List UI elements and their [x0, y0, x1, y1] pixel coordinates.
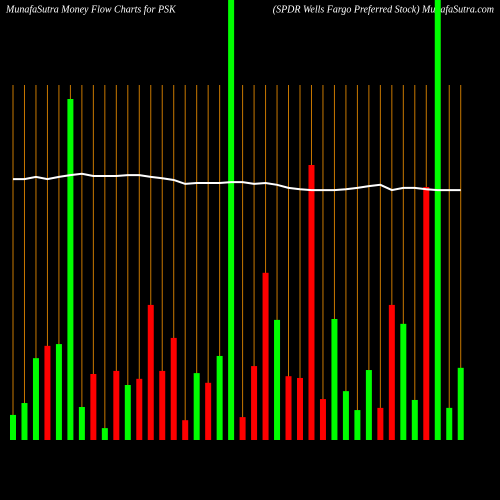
bar: [182, 420, 189, 440]
bar: [113, 370, 120, 440]
bar: [216, 355, 223, 440]
bar: [251, 366, 258, 440]
bar: [308, 165, 315, 440]
bar: [446, 407, 453, 440]
bar: [10, 414, 16, 440]
bar: [331, 319, 338, 440]
bar: [285, 376, 292, 440]
bar: [434, 0, 441, 440]
bar: [457, 367, 464, 440]
chart-title: MunafaSutra Money Flow Charts for PSK: [5, 4, 177, 15]
chart-subtitle: (SPDR Wells Fargo Preferred Stock) Munaf…: [273, 4, 494, 15]
bar: [262, 272, 269, 440]
bar: [423, 187, 430, 440]
bar: [274, 319, 281, 440]
bar: [400, 323, 407, 440]
bar: [388, 304, 395, 440]
bar: [342, 391, 349, 440]
bar: [159, 370, 166, 440]
bar: [101, 428, 108, 440]
bar: [32, 358, 39, 440]
bar: [170, 337, 177, 440]
bar: [411, 399, 418, 440]
bar: [193, 373, 200, 440]
bar: [319, 399, 326, 440]
bar: [365, 370, 372, 440]
bar: [205, 382, 212, 440]
bar: [354, 410, 361, 440]
bar: [239, 417, 246, 440]
bar: [147, 304, 154, 440]
bar: [67, 99, 74, 440]
bar: [78, 407, 85, 440]
bar: [228, 0, 235, 440]
bar: [21, 403, 28, 440]
price-line: [13, 172, 461, 192]
bar: [377, 407, 384, 440]
bar: [55, 344, 62, 440]
bar: [124, 385, 131, 440]
bar: [90, 374, 97, 440]
bar: [136, 378, 143, 440]
bar: [297, 377, 303, 440]
bar: [44, 345, 51, 440]
